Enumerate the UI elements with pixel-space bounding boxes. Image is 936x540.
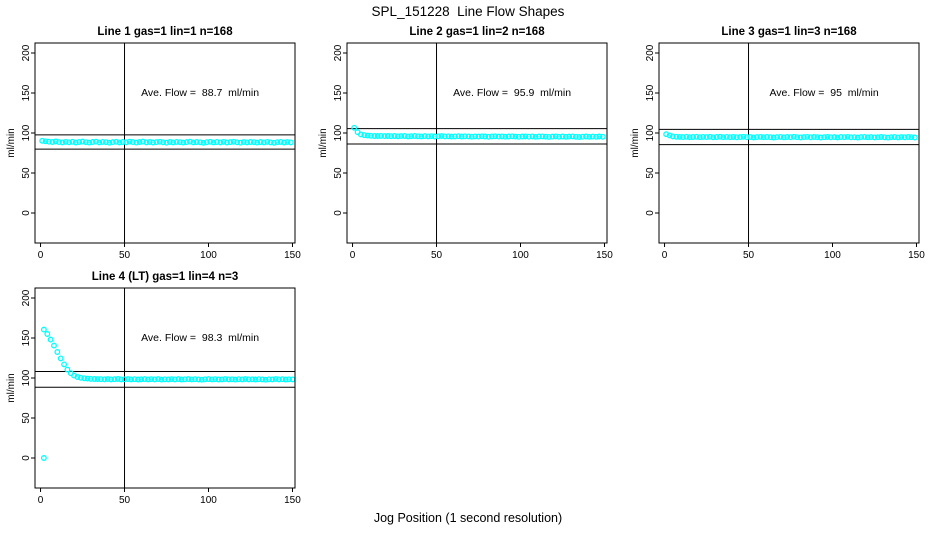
y-tick-label: 200: [645, 44, 656, 61]
x-tick-label: 100: [200, 250, 217, 261]
y-axis-title: ml/min: [630, 128, 641, 157]
y-tick-label: 100: [21, 369, 32, 386]
y-tick-label: 150: [645, 84, 656, 101]
y-axis: 0 50 100 150 200: [21, 44, 35, 216]
x-tick-label: 150: [284, 495, 301, 506]
x-axis: 0 50 100 150: [38, 488, 301, 506]
x-tick-label: 0: [662, 250, 668, 261]
y-tick-label: 200: [21, 289, 32, 306]
x-tick-label: 100: [200, 495, 217, 506]
y-tick-label: 200: [21, 44, 32, 61]
x-axis: 0 50 100 150: [350, 243, 613, 261]
subplot-title: Line 4 (LT) gas=1 lin=4 n=3: [92, 271, 238, 283]
ave-flow-annotation: Ave. Flow = 95.9 ml/min: [453, 87, 571, 99]
subplot-title: Line 2 gas=1 lin=2 n=168: [409, 26, 545, 38]
data-points: [663, 131, 918, 141]
x-tick-label: 150: [596, 250, 613, 261]
y-tick-label: 50: [645, 167, 656, 179]
x-tick-label: 50: [119, 250, 131, 261]
plot-box: [34, 287, 296, 489]
reference-lines: [659, 43, 919, 243]
y-axis: 0 50 100 150 200: [645, 44, 659, 216]
y-tick-label: 50: [21, 167, 32, 179]
x-tick-label: 50: [119, 495, 131, 506]
plot-box: [658, 42, 920, 244]
x-tick-label: 50: [743, 250, 755, 261]
x-axis-label: Jog Position (1 second resolution): [373, 511, 563, 525]
x-tick-label: 50: [431, 250, 443, 261]
y-tick-label: 50: [333, 167, 344, 179]
y-axis: 0 50 100 150 200: [333, 44, 347, 216]
data-points: [39, 137, 294, 146]
reference-lines: [347, 43, 607, 243]
x-tick-label: 0: [350, 250, 356, 261]
plot-box: [346, 42, 608, 244]
y-tick-label: 0: [333, 210, 344, 216]
reference-lines: [35, 288, 295, 488]
x-tick-label: 0: [38, 250, 44, 261]
x-tick-label: 100: [512, 250, 529, 261]
y-tick-label: 0: [21, 210, 32, 216]
subplot-3: 0 50 100 150 0 50 100 150 200 ml/min Line 3 gas=1 …: [630, 26, 925, 261]
y-tick-label: 100: [333, 124, 344, 141]
y-tick-label: 0: [21, 455, 32, 461]
subplot-title: Line 3 gas=1 lin=3 n=168: [721, 26, 857, 38]
x-tick-label: 150: [908, 250, 925, 261]
ave-flow-annotation: Ave. Flow = 98.3 ml/min: [141, 332, 259, 344]
data-points: [40, 326, 296, 461]
figure-title: SPL_151228 Line Flow Shapes: [371, 4, 565, 19]
x-axis: 0 50 100 150: [38, 243, 301, 261]
data-points: [351, 124, 606, 140]
y-tick-label: 50: [21, 412, 32, 424]
y-tick-label: 200: [333, 44, 344, 61]
y-tick-label: 100: [645, 124, 656, 141]
subplot-1: 0 50 100 150 0 50 100 150 200 ml/min Line 1 gas=1 …: [6, 26, 301, 261]
x-axis: 0 50 100 150: [662, 243, 925, 261]
x-tick-label: 100: [824, 250, 841, 261]
x-tick-label: 0: [38, 495, 44, 506]
y-axis-title: ml/min: [6, 128, 17, 157]
y-tick-label: 150: [21, 84, 32, 101]
y-axis: 0 50 100 150 200: [21, 289, 35, 461]
y-tick-label: 100: [21, 124, 32, 141]
x-tick-label: 150: [284, 250, 301, 261]
y-tick-label: 150: [333, 84, 344, 101]
outlier-point: [40, 455, 47, 461]
subplot-title: Line 1 gas=1 lin=1 n=168: [97, 26, 233, 38]
y-tick-label: 150: [21, 329, 32, 346]
y-axis-title: ml/min: [318, 128, 329, 157]
subplot-4: 0 50 100 150 0 50 100 150 200 ml/min Line 4 (LT) g…: [6, 271, 301, 506]
ave-flow-annotation: Ave. Flow = 95 ml/min: [769, 87, 878, 99]
ave-flow-annotation: Ave. Flow = 88.7 ml/min: [141, 87, 259, 99]
y-tick-label: 0: [645, 210, 656, 216]
plot-box: [34, 42, 296, 244]
subplot-2: 0 50 100 150 0 50 100 150 200 ml/min Line 2 gas=1 …: [318, 26, 613, 261]
y-axis-title: ml/min: [6, 373, 17, 402]
